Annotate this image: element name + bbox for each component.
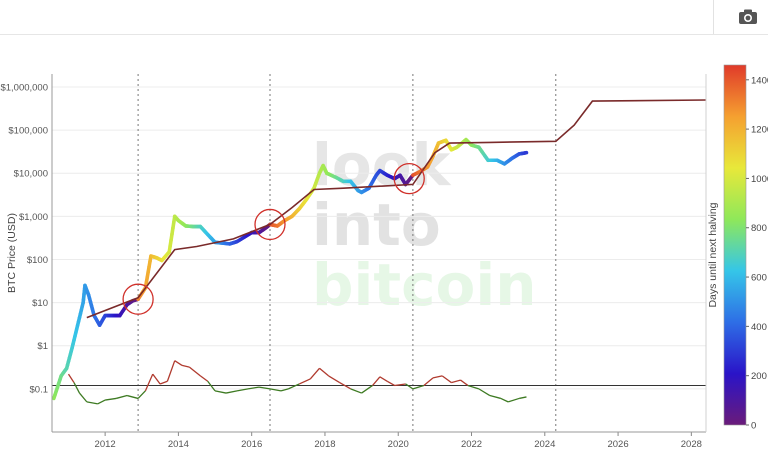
halving-circle xyxy=(122,283,154,315)
oscillator-segment xyxy=(500,397,509,403)
oscillator-segment xyxy=(386,380,395,387)
oscillator-segment xyxy=(441,375,452,384)
oscillator-segment xyxy=(137,390,146,399)
oscillator-segment xyxy=(225,390,238,394)
oscillator-segment xyxy=(200,375,209,382)
oscillator-segment xyxy=(188,366,201,377)
colorbar-tick-label: 200 xyxy=(751,371,767,382)
y-tick-label: $1,000,000 xyxy=(0,82,48,93)
modebar xyxy=(0,0,768,35)
oscillator-segment xyxy=(423,377,434,386)
colorbar-tick-label: 0 xyxy=(751,421,756,432)
x-tick-label: 2018 xyxy=(314,439,335,450)
oscillator-segment xyxy=(78,392,88,403)
y-tick-label: $100,000 xyxy=(8,126,48,137)
colorbar-tick-label: 800 xyxy=(751,223,767,234)
camera-icon[interactable] xyxy=(738,8,758,26)
oscillator-segment xyxy=(269,388,282,392)
oscillator-segment xyxy=(361,384,373,394)
colorbar-tick-label: 1200 xyxy=(751,125,768,136)
x-tick-label: 2022 xyxy=(461,439,482,450)
y-axis-title: BTC Price (USD) xyxy=(6,213,18,293)
oscillator-segment xyxy=(519,396,527,400)
oscillator-segment xyxy=(309,367,320,380)
y-tick-label: $10 xyxy=(32,298,48,309)
oscillator-segment xyxy=(144,373,154,392)
oscillator-segment xyxy=(489,394,501,400)
oscillator-segment xyxy=(126,394,139,400)
colorbar-tick-label: 1400 xyxy=(751,75,768,86)
oscillator-segment xyxy=(174,360,183,366)
watermark-word: bitcoin xyxy=(312,251,537,319)
oscillator-segment xyxy=(478,388,491,397)
oscillator-segment xyxy=(214,390,227,394)
x-tick-label: 2026 xyxy=(607,439,628,450)
x-tick-label: 2028 xyxy=(681,439,702,450)
oscillator-segment xyxy=(372,376,381,386)
oscillator-segment xyxy=(467,384,480,390)
colorbar-tick-label: 1000 xyxy=(751,174,768,185)
oscillator-segment xyxy=(97,399,106,405)
colorbar-tick-label: 400 xyxy=(751,322,767,333)
oscillator-segment xyxy=(152,373,161,385)
oscillator-segment xyxy=(379,376,388,382)
colorbar-tick-label: 600 xyxy=(751,273,767,284)
oscillator-segment xyxy=(405,383,414,390)
x-tick-label: 2014 xyxy=(168,439,189,450)
oscillator-segment xyxy=(67,373,75,383)
oscillator-segment xyxy=(207,380,216,392)
oscillator-segment xyxy=(432,375,443,379)
modebar-divider xyxy=(713,0,714,34)
oscillator-segment xyxy=(159,380,168,385)
oscillator-segment xyxy=(299,378,311,385)
y-tick-label: $10,000 xyxy=(14,169,48,180)
x-tick-label: 2024 xyxy=(534,439,555,450)
oscillator-segment xyxy=(166,360,176,382)
y-tick-label: $100 xyxy=(27,255,48,266)
watermark-word: into xyxy=(312,191,441,259)
colorbar-gradient xyxy=(723,64,747,426)
colorbar-title: Days until next halving xyxy=(707,202,719,307)
oscillator-segment xyxy=(86,401,98,405)
axes: $0.1 $1 $10 $100 $1,000 $10,000 $100,000 $1,000… xyxy=(0,74,707,450)
y-tick-label: $1 xyxy=(37,341,48,352)
oscillator-segment xyxy=(319,367,330,377)
x-tick-label: 2012 xyxy=(95,439,116,450)
oscillator-segment xyxy=(73,382,81,394)
oscillator-segment xyxy=(115,394,128,400)
oscillator-segment xyxy=(460,379,469,386)
x-tick-label: 2016 xyxy=(241,439,262,450)
halving-circles xyxy=(122,162,425,315)
oscillator-segment xyxy=(394,383,406,387)
y-tick-label: $1,000 xyxy=(19,212,48,223)
model-line xyxy=(86,99,707,319)
oscillator-segment xyxy=(288,383,300,390)
oscillator-segment xyxy=(412,384,425,390)
oscillator-segment xyxy=(350,388,362,394)
oscillator-segment xyxy=(328,375,340,384)
oscillator-segment xyxy=(451,379,461,384)
series-layer xyxy=(52,99,707,405)
x-tick-label: 2020 xyxy=(388,439,409,450)
colorbar: 0 200 400 600 800 1000 1200 1400 Days until next… xyxy=(707,64,768,432)
oscillator-segment xyxy=(236,388,249,392)
oscillator-segment xyxy=(507,397,520,403)
halving-circle xyxy=(393,162,425,195)
oscillator-segment xyxy=(247,386,260,390)
oscillator-segment xyxy=(181,364,190,368)
oscillator-segment xyxy=(258,386,271,390)
oscillator-segment xyxy=(339,382,351,390)
oscillator-segment xyxy=(280,388,289,392)
oscillator-segment xyxy=(105,397,117,401)
halving-circle xyxy=(254,208,286,241)
y-tick-label: $0.1 xyxy=(30,384,49,395)
